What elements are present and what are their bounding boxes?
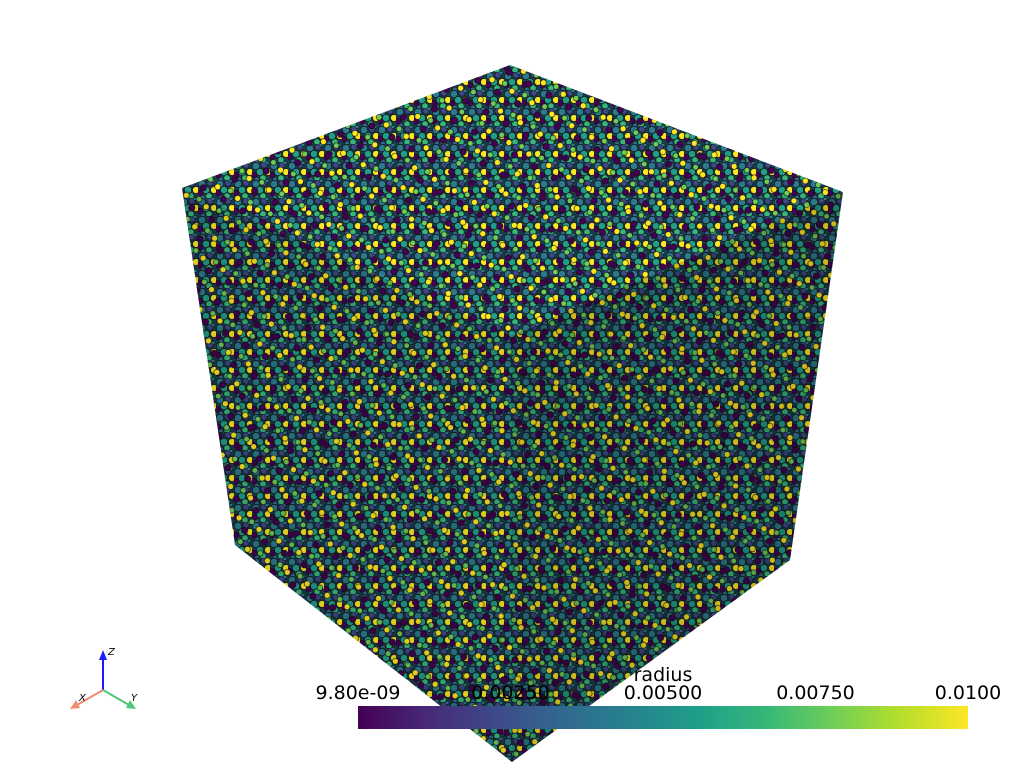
scalar-bar: radius 9.80e-09 0.00250 0.00500 0.00750 0.01… bbox=[315, 664, 1001, 729]
tick-label: 0.0100 bbox=[935, 682, 1001, 704]
cube-right-face-detail bbox=[512, 192, 843, 762]
cube-left-face-detail bbox=[182, 188, 512, 762]
tick-label: 0.00750 bbox=[776, 682, 855, 704]
cube-right-shade bbox=[512, 192, 843, 762]
x-arrow bbox=[70, 700, 80, 709]
z-arrow bbox=[99, 650, 107, 660]
y-arrow bbox=[126, 700, 136, 709]
cube-top-face-detail bbox=[182, 65, 843, 335]
x-label: X bbox=[78, 693, 87, 704]
tick-label: 9.80e-09 bbox=[315, 682, 400, 704]
scalar-bar-title: radius bbox=[634, 664, 693, 686]
x-axis bbox=[76, 689, 104, 706]
sphere-cube bbox=[182, 65, 843, 762]
z-label: Z bbox=[107, 647, 116, 658]
cube-left-shade bbox=[182, 188, 512, 762]
tick-label: 0.00500 bbox=[624, 682, 703, 704]
y-label: Y bbox=[131, 693, 138, 704]
axes-widget: Z X Y bbox=[70, 647, 138, 709]
y-axis bbox=[102, 689, 130, 706]
tick-label: 0.00250 bbox=[471, 682, 550, 704]
scalar-bar-gradient bbox=[358, 706, 968, 729]
